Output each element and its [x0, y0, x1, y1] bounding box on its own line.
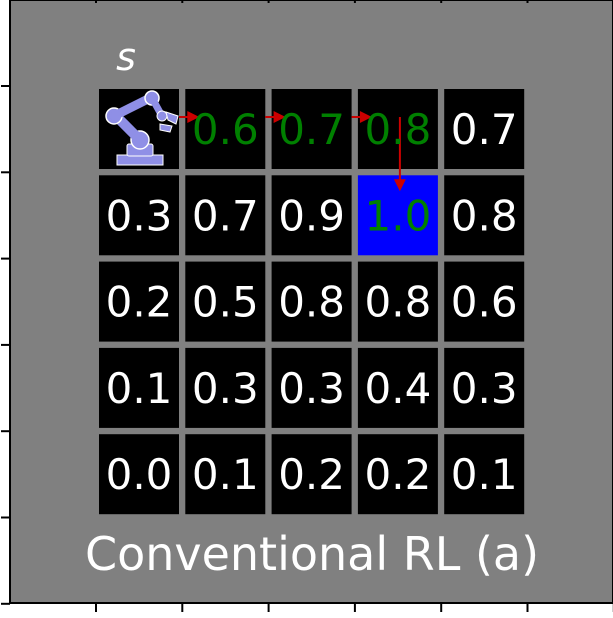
cell-value: 0.8: [365, 105, 432, 154]
path-arrow-head: [273, 111, 286, 123]
cell-value: 1.0: [365, 191, 432, 240]
path-arrow-head: [393, 179, 406, 192]
cell-value: 0.5: [192, 278, 259, 327]
cell-value: 0.2: [278, 450, 345, 499]
cell-value: 0.8: [278, 278, 345, 327]
grid-cell: [444, 347, 525, 428]
cell-value: 0.6: [451, 278, 518, 327]
goal-cell: [357, 175, 438, 256]
grid-cell: [185, 89, 266, 169]
grid-cell: [185, 175, 266, 256]
grid-cell: [271, 89, 352, 169]
grid-cell: [357, 347, 438, 428]
cell-value: 0.2: [106, 278, 173, 327]
cell-value: 0.3: [106, 191, 173, 240]
grid-cell: [271, 434, 352, 515]
grid-cell: [444, 89, 525, 169]
cell-value: 0.7: [192, 191, 259, 240]
caption: Conventional RL (a): [85, 527, 539, 581]
grid-cell: [99, 434, 179, 515]
cell-value: 0.7: [278, 105, 345, 154]
grid-cell: [99, 261, 179, 342]
path-arrow-head: [359, 111, 372, 123]
path-arrow-head: [187, 111, 200, 123]
cell-value: 0.1: [192, 450, 259, 499]
cell-value: 0.3: [192, 364, 259, 413]
grid-cell: [185, 347, 266, 428]
grid-cell: [271, 175, 352, 256]
cell-value: 0.1: [106, 364, 173, 413]
grid-cell: [185, 261, 266, 342]
cell-value: 0.8: [365, 278, 432, 327]
grid-cells: [99, 89, 525, 515]
cell-value: 0.6: [192, 105, 259, 154]
robot-arm-icon: [105, 90, 179, 166]
grid-cell: [444, 175, 525, 256]
grid-cell: [357, 261, 438, 342]
cell-value: 0.3: [451, 364, 518, 413]
grid-cell: [444, 434, 525, 515]
cell-value: 0.9: [278, 191, 345, 240]
cell-value: 0.7: [451, 105, 518, 154]
cell-value: 0.4: [365, 364, 432, 413]
cell-value: 0.1: [451, 450, 518, 499]
grid-cell: [99, 347, 179, 428]
cell-value: 0.2: [365, 450, 432, 499]
start-label: s: [116, 35, 136, 79]
grid-cell: [271, 347, 352, 428]
cell-value: 0.0: [106, 450, 173, 499]
grid-cell: [357, 434, 438, 515]
grid-cell: [444, 261, 525, 342]
cell-values: 0.6 0.7 0.8 0.7 0.3 0.7 0.9 1.0 0.8 0.2 0.5 0.8 0.8 0…: [106, 105, 518, 499]
grid-cell: [357, 89, 438, 169]
grid-cell: [99, 175, 179, 256]
cell-value: 0.3: [278, 364, 345, 413]
grid-cell: [185, 434, 266, 515]
grid-cell: [271, 261, 352, 342]
policy-path: [179, 111, 406, 192]
cell-value: 0.8: [451, 191, 518, 240]
